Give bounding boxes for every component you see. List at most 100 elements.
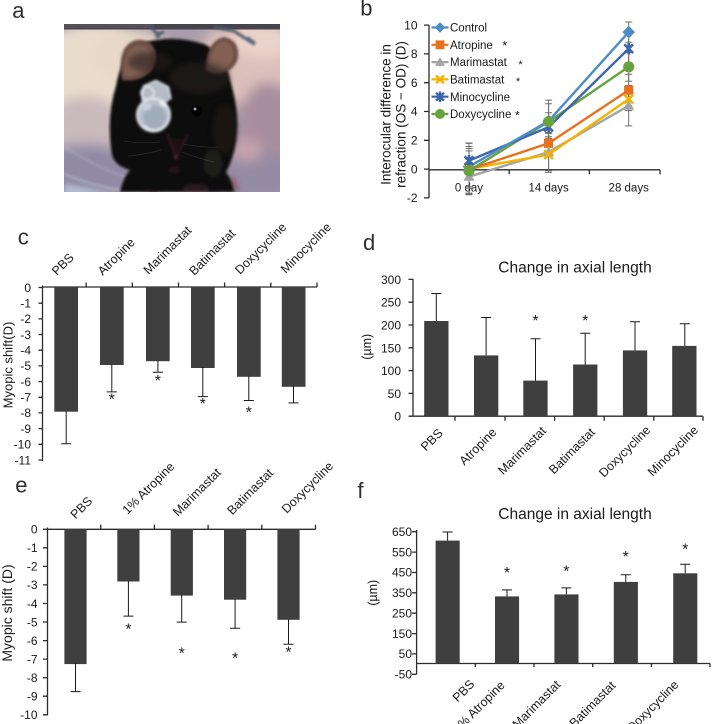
svg-text:150: 150 <box>381 341 401 355</box>
svg-text:1% Atropine: 1% Atropine <box>120 460 178 518</box>
svg-text:-9: -9 <box>27 690 38 704</box>
svg-text:Change in axial length: Change in axial length <box>498 506 651 523</box>
svg-text:10: 10 <box>404 18 418 32</box>
svg-text:-50: -50 <box>395 668 413 682</box>
svg-text:-7: -7 <box>27 653 38 667</box>
svg-text:Atropine: Atropine <box>95 235 138 278</box>
svg-text:Myopic shift(D): Myopic shift(D) <box>1 322 16 409</box>
svg-text:Batimastat: Batimastat <box>567 678 619 724</box>
svg-text:-3: -3 <box>27 578 38 592</box>
svg-text:Atropine: Atropine <box>450 40 493 52</box>
svg-text:f: f <box>357 478 364 503</box>
svg-text:a: a <box>12 0 25 23</box>
svg-text:Marimastat: Marimastat <box>495 424 549 478</box>
svg-text:*: * <box>285 645 291 662</box>
svg-text:*: * <box>179 646 185 663</box>
svg-text:-8: -8 <box>20 406 31 420</box>
svg-text:refraction (OS − OD) (D): refraction (OS − OD) (D) <box>394 41 409 188</box>
svg-text:Doxycycline: Doxycycline <box>596 423 653 480</box>
svg-text:*: * <box>532 313 538 330</box>
svg-text:-11: -11 <box>15 453 32 467</box>
svg-text:-2: -2 <box>407 191 418 205</box>
svg-text:*: * <box>109 391 115 408</box>
svg-text:*: * <box>232 651 238 668</box>
svg-text:2: 2 <box>411 134 418 148</box>
svg-text:PBS: PBS <box>49 251 77 279</box>
svg-text:PBS: PBS <box>418 426 446 454</box>
svg-text:-9: -9 <box>20 422 31 436</box>
svg-text:50: 50 <box>399 647 413 661</box>
svg-text:350: 350 <box>392 586 412 600</box>
svg-text:-2: -2 <box>27 560 38 574</box>
svg-text:Doxycycline: Doxycycline <box>279 459 336 516</box>
svg-text:*: * <box>155 373 161 390</box>
svg-text:Control: Control <box>450 23 487 35</box>
svg-text:b: b <box>360 0 372 21</box>
svg-text:Doxycycline: Doxycycline <box>624 678 681 724</box>
svg-text:250: 250 <box>392 607 412 621</box>
svg-text:8: 8 <box>411 47 418 61</box>
svg-text:300: 300 <box>381 273 401 287</box>
svg-text:c: c <box>18 224 29 249</box>
svg-text:d: d <box>363 230 375 255</box>
svg-text:-10: -10 <box>20 708 38 722</box>
svg-text:Doxycycline: Doxycycline <box>450 109 511 121</box>
svg-text:*: * <box>682 541 688 558</box>
svg-text:-4: -4 <box>27 597 38 611</box>
svg-text:150: 150 <box>392 627 412 641</box>
svg-text:*: * <box>504 565 510 582</box>
svg-text:*: * <box>515 108 520 122</box>
svg-text:-10: -10 <box>14 438 32 452</box>
svg-text:-3: -3 <box>20 328 31 342</box>
svg-text:50: 50 <box>388 387 402 401</box>
svg-text:0: 0 <box>394 410 401 424</box>
svg-text:e: e <box>15 472 27 497</box>
svg-text:-2: -2 <box>20 312 31 326</box>
svg-text:250: 250 <box>381 296 401 310</box>
svg-text:650: 650 <box>392 525 412 539</box>
svg-text:*: * <box>200 396 206 413</box>
svg-text:Marimastat: Marimastat <box>170 465 224 519</box>
svg-text:Change in axial length: Change in axial length <box>498 260 651 277</box>
svg-text:*: * <box>125 621 131 638</box>
svg-text:-4: -4 <box>20 344 31 358</box>
svg-text:28 days: 28 days <box>609 183 650 195</box>
svg-text:PBS: PBS <box>450 677 478 705</box>
svg-text:0: 0 <box>31 523 38 537</box>
svg-text:-6: -6 <box>27 634 38 648</box>
svg-text:0: 0 <box>24 281 31 295</box>
svg-text:4: 4 <box>411 105 418 119</box>
svg-text:100: 100 <box>381 364 401 378</box>
svg-text:0: 0 <box>411 162 418 176</box>
svg-text:-6: -6 <box>20 375 31 389</box>
svg-text:Minocycline: Minocycline <box>645 423 701 479</box>
svg-text:-5: -5 <box>20 359 31 373</box>
svg-text:-5: -5 <box>27 615 38 629</box>
svg-text:Atropine: Atropine <box>457 425 500 468</box>
svg-text:450: 450 <box>392 566 412 580</box>
svg-text:Batimastat: Batimastat <box>186 226 238 278</box>
svg-text:Minocycline: Minocycline <box>450 92 510 104</box>
svg-text:*: * <box>246 404 252 421</box>
svg-text:Batimastat: Batimastat <box>546 425 598 477</box>
svg-text:-7: -7 <box>20 391 31 405</box>
svg-text:PBS: PBS <box>68 494 96 522</box>
svg-text:550: 550 <box>392 545 412 559</box>
svg-text:-1: -1 <box>27 541 38 555</box>
svg-text:(µm): (µm) <box>360 334 374 360</box>
svg-text:200: 200 <box>381 319 401 333</box>
svg-text:*: * <box>518 59 523 71</box>
svg-text:Myopic shift (D): Myopic shift (D) <box>0 564 15 661</box>
svg-text:Batimastat: Batimastat <box>224 466 276 518</box>
svg-text:*: * <box>516 76 521 88</box>
svg-text:Marimastat: Marimastat <box>510 677 564 724</box>
svg-text:*: * <box>623 549 629 566</box>
svg-text:Interocular difference in: Interocular difference in <box>379 44 394 185</box>
svg-text:(µm): (µm) <box>366 580 380 606</box>
svg-text:*: * <box>582 313 588 330</box>
svg-text:6: 6 <box>411 76 418 90</box>
svg-text:*: * <box>563 564 569 581</box>
svg-text:Batimastat: Batimastat <box>450 75 505 87</box>
svg-text:*: * <box>502 38 507 53</box>
svg-text:14 days: 14 days <box>528 183 569 195</box>
